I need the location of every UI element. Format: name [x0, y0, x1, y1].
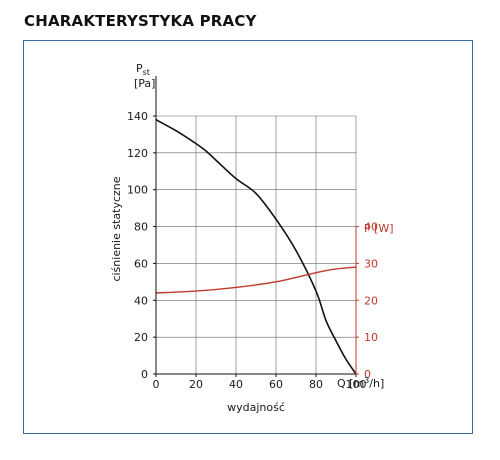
y-axis-unit: [Pa]: [134, 77, 155, 90]
x-axis-unit: Q [m3/h]: [337, 376, 384, 390]
y2-axis-title: P [W]: [364, 222, 394, 235]
y-axis-symbol: Pst: [136, 62, 150, 77]
y-axis-title: ciśnienie statyczne: [110, 176, 123, 281]
power-curve: [155, 266, 357, 294]
x-tick-label: 0: [153, 378, 160, 391]
y-tick-label: 100: [127, 184, 148, 197]
y-tick-label: 40: [134, 294, 148, 307]
y-tick-label: 140: [127, 110, 148, 123]
y-tick-label: 0: [141, 368, 148, 381]
grid: [155, 115, 357, 374]
x-axis-title: wydajność: [227, 401, 285, 414]
y2-tick-label: 10: [364, 331, 378, 344]
y2-tick-label: 0: [364, 368, 371, 381]
chart-panel: [23, 40, 473, 434]
y2-tick-label: 20: [364, 294, 378, 307]
y-tick-label: 80: [134, 221, 148, 234]
x-tick-label: 60: [269, 378, 283, 391]
y2-tick-label: 30: [364, 257, 378, 270]
x-tick-label: 20: [189, 378, 203, 391]
y-tick-label: 20: [134, 331, 148, 344]
y2-tick-label: 40: [364, 221, 378, 234]
y-tick-label: 120: [127, 147, 148, 160]
pressure-curve: [155, 118, 357, 375]
x-tick-label: 100: [346, 378, 367, 391]
x-tick-label: 80: [309, 378, 323, 391]
x-tick-label: 40: [229, 378, 243, 391]
page-title: CHARAKTERYSTYKA PRACY: [24, 12, 257, 30]
curves: [155, 118, 357, 375]
y-tick-label: 60: [134, 257, 148, 270]
